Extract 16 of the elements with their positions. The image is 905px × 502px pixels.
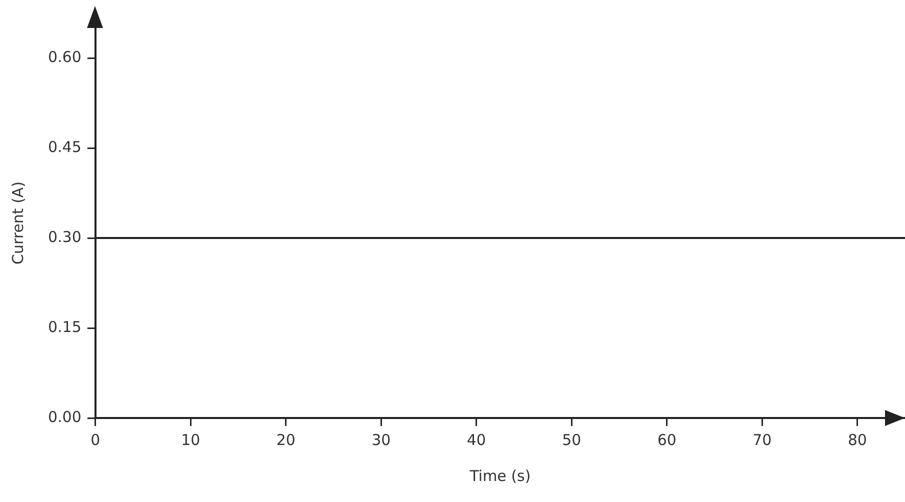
x-tick-label: 30 (372, 430, 391, 449)
y-axis-title: Current (A) (8, 181, 27, 265)
y-tick-label: 0.45 (48, 138, 82, 156)
x-tick-label: 20 (276, 430, 296, 449)
x-tick-label: 60 (657, 430, 676, 449)
x-tick-label: 70 (752, 430, 772, 449)
x-tick-label: 80 (848, 430, 867, 449)
x-axis-title: Time (s) (468, 466, 531, 485)
y-tick-label: 0.15 (48, 318, 82, 336)
x-tick-label: 50 (562, 430, 582, 449)
x-tick-label: 0 (90, 430, 100, 449)
y-tick-label: 0.00 (48, 408, 82, 426)
y-tick-label: 0.60 (48, 48, 82, 66)
x-tick-label: 10 (181, 430, 200, 449)
y-tick-label: 0.30 (48, 228, 82, 246)
x-tick-label: 40 (466, 430, 486, 449)
